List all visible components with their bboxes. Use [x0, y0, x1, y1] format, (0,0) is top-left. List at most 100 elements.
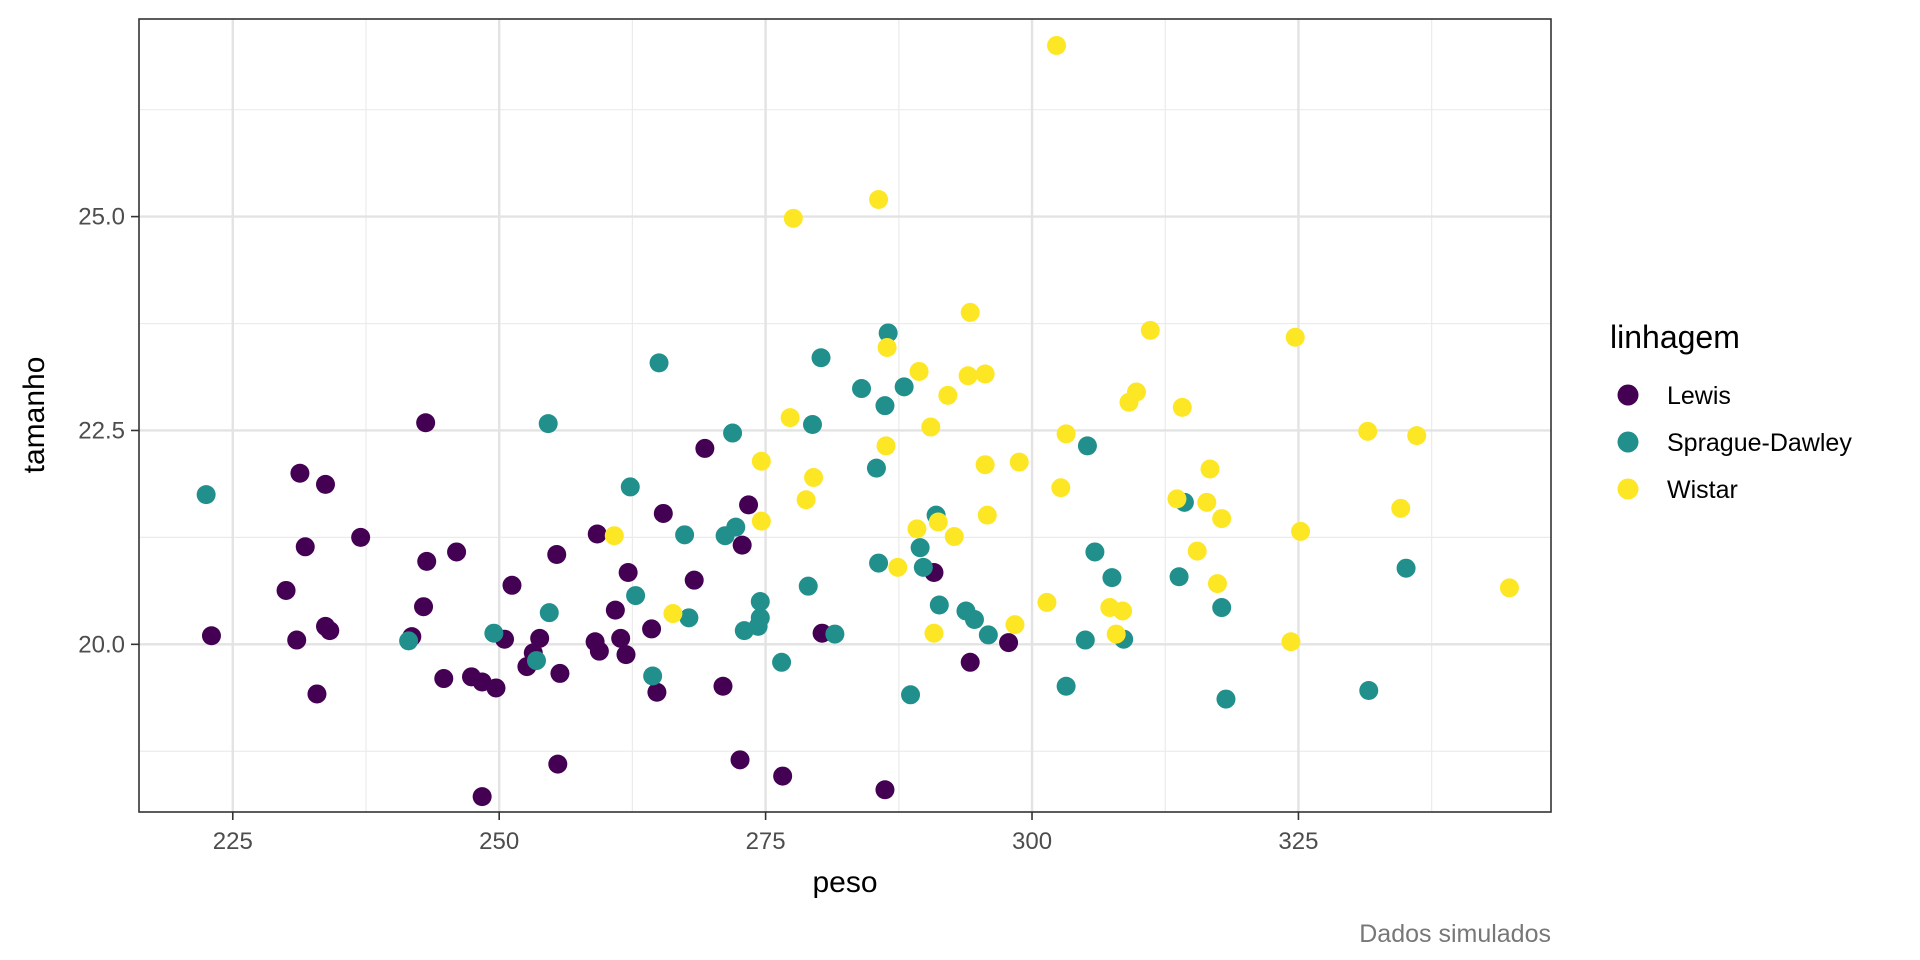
data-point — [960, 652, 980, 672]
data-point — [1207, 574, 1227, 594]
data-point — [975, 455, 995, 475]
data-point — [626, 586, 646, 606]
y-tick-label: 25.0 — [78, 204, 125, 231]
series-lewis — [201, 413, 1019, 807]
legend: linhagem Lewis Sprague-Dawley Wistar — [1610, 319, 1852, 504]
data-point — [589, 641, 609, 661]
x-tick-label: 225 — [213, 828, 253, 855]
data-point — [977, 505, 997, 525]
data-point — [798, 576, 818, 596]
data-point — [877, 337, 897, 357]
data-point — [875, 396, 895, 416]
data-point — [201, 626, 221, 646]
legend-key — [1617, 478, 1639, 500]
series-wistar — [604, 36, 1519, 652]
data-point — [1187, 541, 1207, 561]
series-sprague-dawley — [196, 323, 1416, 709]
data-point — [434, 669, 454, 689]
data-point — [907, 519, 927, 539]
data-point — [1085, 542, 1105, 562]
data-point — [618, 562, 638, 582]
data-point — [944, 527, 964, 547]
x-axis-title: peso — [812, 866, 877, 899]
data-point — [975, 364, 995, 384]
legend-label: Wistar — [1667, 476, 1738, 504]
data-point — [399, 631, 419, 651]
data-point — [894, 377, 914, 397]
data-point — [538, 414, 558, 434]
legend-key — [1617, 384, 1639, 406]
data-point — [1009, 452, 1029, 472]
data-point — [1391, 498, 1411, 518]
data-point — [675, 525, 695, 545]
data-point — [695, 438, 715, 458]
y-axis-title: tamanho — [18, 357, 51, 474]
data-point — [315, 474, 335, 494]
data-point — [287, 630, 307, 650]
x-tick-label: 250 — [479, 828, 519, 855]
data-point — [550, 663, 570, 683]
data-point — [901, 685, 921, 705]
data-point — [1102, 568, 1122, 588]
plot-panel-background — [139, 19, 1551, 812]
data-point — [852, 379, 872, 399]
y-axis: 20.0 22.5 25.0 — [78, 204, 139, 658]
data-point — [1056, 676, 1076, 696]
data-point — [732, 535, 752, 555]
data-point — [999, 633, 1019, 653]
x-tick-label: 325 — [1278, 828, 1318, 855]
x-tick-label: 275 — [746, 828, 786, 855]
data-point — [1037, 592, 1057, 612]
data-point — [307, 684, 327, 704]
plot-panel-border — [138, 18, 1552, 813]
data-point — [447, 542, 467, 562]
data-point — [1407, 426, 1427, 446]
data-point — [1075, 630, 1095, 650]
data-point — [1113, 601, 1133, 621]
data-point — [649, 353, 669, 373]
data-point — [750, 608, 770, 628]
data-point — [802, 414, 822, 434]
legend-label: Lewis — [1667, 382, 1731, 410]
data-point — [928, 512, 948, 532]
data-point — [773, 766, 793, 786]
legend-key — [1617, 431, 1639, 453]
y-tick-label: 20.0 — [78, 631, 125, 658]
data-point — [924, 623, 944, 643]
data-point — [642, 619, 662, 639]
data-point — [196, 485, 216, 505]
data-point — [1140, 320, 1160, 340]
data-point — [751, 511, 771, 531]
legend-items: Lewis Sprague-Dawley Wistar — [1617, 382, 1852, 504]
data-point — [1172, 397, 1192, 417]
data-point — [484, 623, 504, 643]
data-point — [921, 417, 941, 437]
data-point — [472, 787, 492, 807]
data-point — [539, 603, 559, 623]
data-point — [960, 302, 980, 322]
data-point — [1077, 436, 1097, 456]
data-point — [684, 570, 704, 590]
legend-label: Sprague-Dawley — [1667, 429, 1852, 457]
data-point — [888, 557, 908, 577]
data-point — [1167, 489, 1187, 509]
data-point — [780, 408, 800, 428]
legend-title: linhagem — [1610, 319, 1740, 355]
data-point — [825, 624, 845, 644]
data-point — [869, 553, 889, 573]
data-point — [938, 385, 958, 405]
data-point — [616, 645, 636, 665]
data-point — [1499, 578, 1519, 598]
data-point — [1212, 598, 1232, 618]
data-point — [647, 682, 667, 702]
data-point — [726, 517, 746, 537]
data-point — [723, 423, 743, 443]
caption: Dados simulados — [1359, 920, 1551, 948]
data-point — [1359, 681, 1379, 701]
data-point — [351, 527, 371, 547]
data-point — [750, 592, 770, 612]
data-point — [1285, 327, 1305, 347]
data-point — [878, 323, 898, 343]
data-point — [713, 676, 733, 696]
